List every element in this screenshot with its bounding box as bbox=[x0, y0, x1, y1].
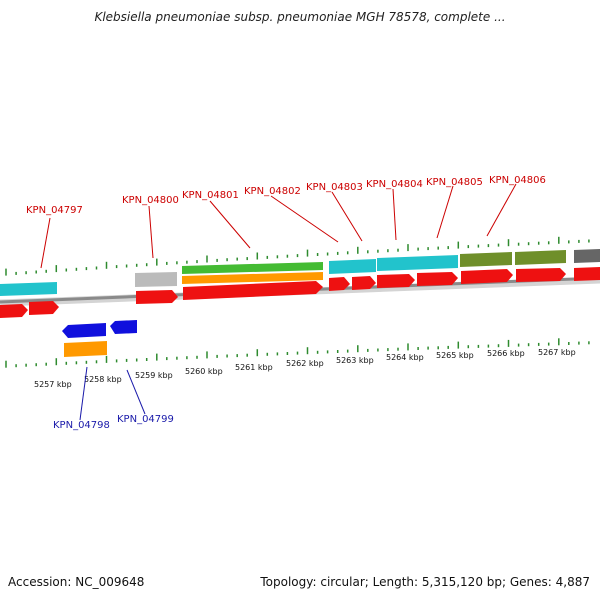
forward-gene-track bbox=[0, 249, 600, 296]
cds-arrow[interactable] bbox=[417, 272, 458, 286]
tick-row-outer bbox=[5, 236, 590, 276]
locus-tag-label[interactable]: KPN_04805 bbox=[426, 177, 483, 188]
scale-label: 5265 kbp bbox=[436, 351, 474, 360]
locus-tag-label[interactable]: KPN_04804 bbox=[366, 179, 423, 190]
scale-labels: 5257 kbp 5258 kbp 5259 kbp 5260 kbp 5261… bbox=[34, 348, 576, 389]
gene-feature[interactable] bbox=[135, 272, 177, 287]
cds-arrow[interactable] bbox=[574, 267, 600, 281]
scale-label: 5266 kbp bbox=[487, 349, 525, 358]
forward-cds-track bbox=[0, 267, 600, 318]
scale-label: 5258 kbp bbox=[84, 375, 122, 384]
reverse-locus-labels: KPN_04798 KPN_04799 bbox=[53, 366, 174, 431]
cds-arrow[interactable] bbox=[377, 274, 415, 288]
gene-feature[interactable] bbox=[0, 282, 57, 296]
locus-tag-label[interactable]: KPN_04798 bbox=[53, 420, 110, 431]
scale-label: 5260 kbp bbox=[185, 367, 223, 376]
cds-arrow[interactable] bbox=[329, 277, 350, 291]
reverse-feature-track bbox=[62, 320, 137, 357]
locus-tag-label[interactable]: KPN_04802 bbox=[244, 186, 301, 197]
reverse-cds-arrow[interactable] bbox=[62, 323, 106, 338]
scale-label: 5264 kbp bbox=[386, 353, 424, 362]
gene-feature[interactable] bbox=[64, 341, 107, 357]
scale-label: 5257 kbp bbox=[34, 380, 72, 389]
locus-tag-label[interactable]: KPN_04797 bbox=[26, 205, 83, 216]
gene-feature[interactable] bbox=[460, 252, 512, 267]
scale-label: 5261 kbp bbox=[235, 363, 273, 372]
gene-feature[interactable] bbox=[574, 249, 600, 263]
scale-label: 5259 kbp bbox=[135, 371, 173, 380]
cds-arrow[interactable] bbox=[183, 281, 323, 300]
locus-tag-label[interactable]: KPN_04800 bbox=[122, 195, 179, 206]
locus-tag-label[interactable]: KPN_04801 bbox=[182, 190, 239, 201]
topology-text: Topology: circular; Length: 5,315,120 bp… bbox=[260, 575, 590, 589]
map-title: Klebsiella pneumoniae subsp. pneumoniae … bbox=[94, 10, 506, 24]
reverse-cds-arrow[interactable] bbox=[110, 320, 137, 334]
scale-label: 5267 kbp bbox=[538, 348, 576, 357]
cds-arrow[interactable] bbox=[29, 301, 59, 315]
gene-feature[interactable] bbox=[515, 250, 566, 265]
cds-arrow[interactable] bbox=[516, 268, 566, 282]
locus-tag-label[interactable]: KPN_04803 bbox=[306, 182, 363, 193]
accession-text: Accession: NC_009648 bbox=[8, 575, 145, 589]
cds-arrow[interactable] bbox=[352, 276, 376, 290]
locus-tag-label[interactable]: KPN_04799 bbox=[117, 414, 174, 425]
gene-feature[interactable] bbox=[329, 259, 376, 274]
tick-row-inner bbox=[5, 338, 590, 368]
scale-label: 5262 kbp bbox=[286, 359, 324, 368]
gene-feature[interactable] bbox=[377, 255, 458, 271]
gene-feature[interactable] bbox=[182, 272, 323, 284]
gene-feature[interactable] bbox=[182, 262, 323, 274]
scale-label: 5263 kbp bbox=[336, 356, 374, 365]
cds-arrow[interactable] bbox=[136, 290, 178, 304]
forward-locus-labels: KPN_04797 KPN_04800 KPN_04801 KPN_04802 … bbox=[26, 175, 546, 269]
cds-arrow[interactable] bbox=[461, 269, 513, 284]
cds-arrow[interactable] bbox=[0, 304, 28, 318]
locus-tag-label[interactable]: KPN_04806 bbox=[489, 175, 546, 186]
